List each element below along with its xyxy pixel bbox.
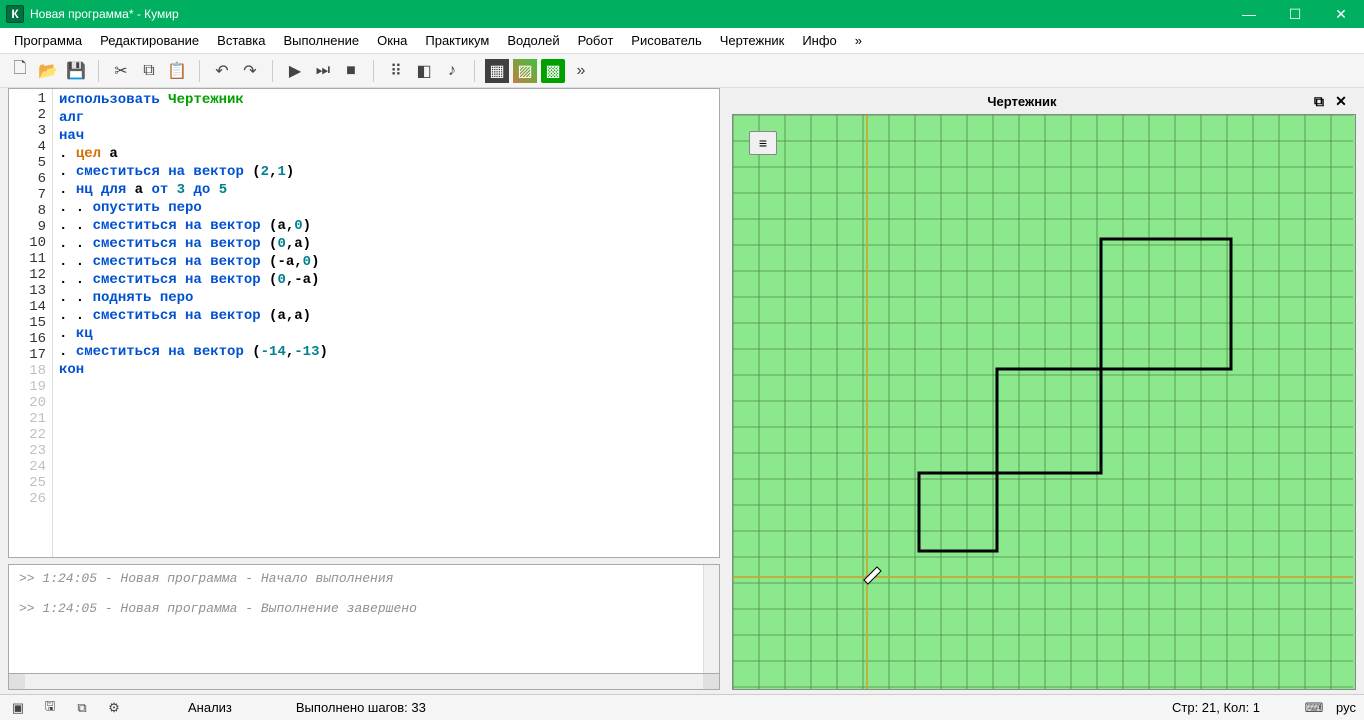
status-steps: Выполнено шагов: 33 (296, 700, 426, 715)
minimize-button[interactable]: — (1226, 0, 1272, 28)
output-line: >> 1:24:05 - Новая программа - Начало вы… (19, 571, 709, 586)
code-area[interactable]: использовать Чертежникалгнач. цел а. сме… (53, 89, 719, 557)
shape-icon[interactable]: ◧ (412, 59, 436, 83)
statusbar: ▣ 🖫 ⧉ ⚙ Анализ Выполнено шагов: 33 Стр: … (0, 694, 1364, 720)
canvas-close-icon[interactable]: ✕ (1330, 90, 1352, 112)
menu-инфо[interactable]: Инфо (794, 30, 844, 51)
menu-рисователь[interactable]: Рисователь (623, 30, 709, 51)
toolbar: 🗋📂💾 ✂⧉📋 ↶↷ ▶⏭■ ⠿◧♪ ▦▨▩» (0, 54, 1364, 88)
canvas-header: Чертежник ⧉ ✕ (732, 88, 1356, 114)
menu-вставка[interactable]: Вставка (209, 30, 273, 51)
output-line: >> 1:24:05 - Новая программа - Выполнени… (19, 601, 709, 616)
output-panel: >> 1:24:05 - Новая программа - Начало вы… (8, 564, 720, 674)
menu-редактирование[interactable]: Редактирование (92, 30, 207, 51)
menu-»[interactable]: » (847, 30, 870, 51)
code-editor[interactable]: 1234567891011121314151617181920212223242… (8, 88, 720, 558)
menubar: ПрограммаРедактированиеВставкаВыполнение… (0, 28, 1364, 54)
menu-водолей[interactable]: Водолей (499, 30, 567, 51)
window-title: Новая программа* - Кумир (30, 7, 1226, 21)
titlebar: К Новая программа* - Кумир — ☐ ✕ (0, 0, 1364, 28)
drawing-canvas[interactable]: ≡ (732, 114, 1356, 690)
left-pane: 1234567891011121314151617181920212223242… (0, 88, 728, 694)
menu-окна[interactable]: Окна (369, 30, 415, 51)
paste-icon[interactable]: 📋 (165, 59, 189, 83)
copy-icon[interactable]: ⧉ (72, 698, 92, 718)
save-icon[interactable]: 💾 (64, 59, 88, 83)
menu-выполнение[interactable]: Выполнение (275, 30, 367, 51)
maximize-button[interactable]: ☐ (1272, 0, 1318, 28)
canvas-title: Чертежник (736, 94, 1308, 109)
note-icon[interactable]: ♪ (440, 59, 464, 83)
settings-icon[interactable]: ⚙ (104, 698, 124, 718)
status-cursor-pos: Стр: 21, Кол: 1 (1172, 700, 1260, 715)
canvas-hamburger-icon[interactable]: ≡ (749, 131, 777, 155)
status-analysis: Анализ (188, 700, 232, 715)
new-icon[interactable]: 🗋 (8, 59, 32, 83)
terminal-icon[interactable]: ▣ (8, 698, 28, 718)
chev-icon[interactable]: » (569, 59, 593, 83)
run-icon[interactable]: ▶ (283, 59, 307, 83)
status-lang: рус (1336, 700, 1356, 715)
line-gutter: 1234567891011121314151617181920212223242… (9, 89, 53, 557)
menu-программа[interactable]: Программа (6, 30, 90, 51)
close-button[interactable]: ✕ (1318, 0, 1364, 28)
cut-icon[interactable]: ✂ (109, 59, 133, 83)
output-line (19, 586, 709, 601)
grid1-icon[interactable]: ▦ (485, 59, 509, 83)
keyboard-icon[interactable]: ⌨ (1304, 698, 1324, 718)
menu-чертежник[interactable]: Чертежник (712, 30, 793, 51)
canvas-restore-icon[interactable]: ⧉ (1308, 90, 1330, 112)
open-icon[interactable]: 📂 (36, 59, 60, 83)
right-pane: Чертежник ⧉ ✕ ≡ (728, 88, 1364, 694)
horizontal-scrollbar[interactable] (8, 674, 720, 690)
grid2-icon[interactable]: ▨ (513, 59, 537, 83)
menu-робот[interactable]: Робот (570, 30, 622, 51)
step-icon[interactable]: ⏭ (311, 59, 335, 83)
save-icon[interactable]: 🖫 (40, 698, 60, 718)
grid3-icon[interactable]: ▩ (541, 59, 565, 83)
menu-практикум[interactable]: Практикум (417, 30, 497, 51)
stop-icon[interactable]: ■ (339, 59, 363, 83)
dots-icon[interactable]: ⠿ (384, 59, 408, 83)
redo-icon[interactable]: ↷ (238, 59, 262, 83)
app-icon: К (6, 5, 24, 23)
copy-icon[interactable]: ⧉ (137, 59, 161, 83)
output-scrollbar[interactable] (703, 565, 719, 673)
undo-icon[interactable]: ↶ (210, 59, 234, 83)
